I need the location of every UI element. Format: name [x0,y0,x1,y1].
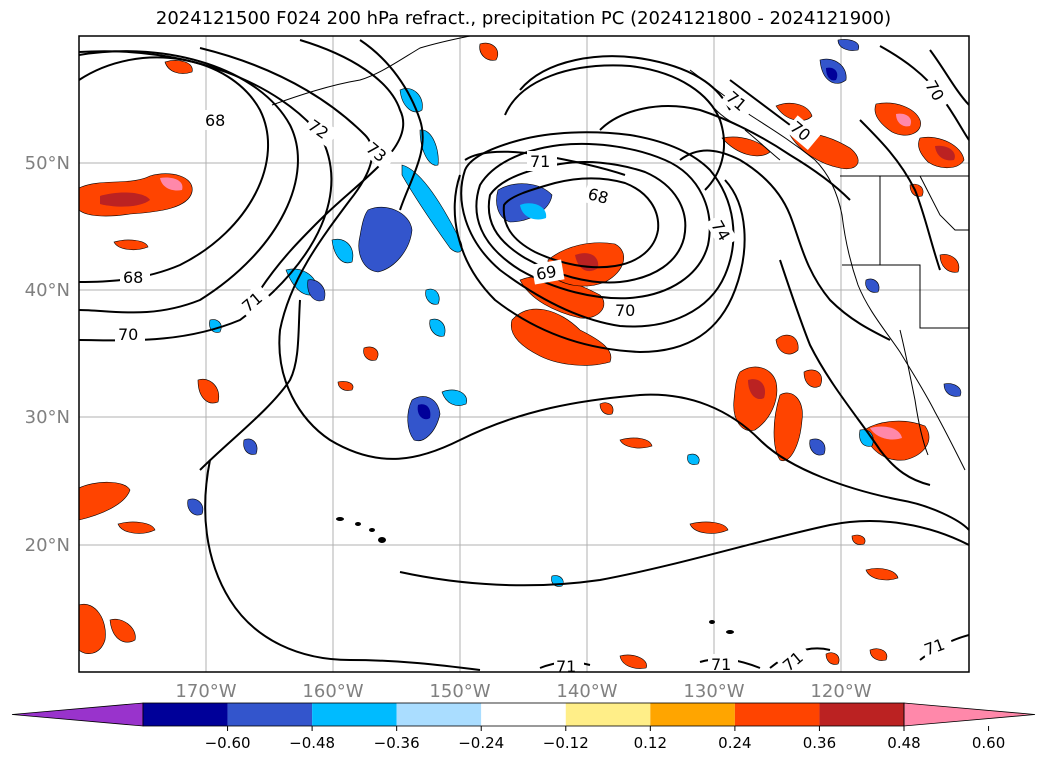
colorbar-segments [11,702,1036,727]
colorbar-tick-label: −0.60 [205,734,251,752]
map-panel: 68 72 73 71 68 69 70 74 71 70 70 68 70 [79,36,969,676]
colorbar-ticks: −0.60 −0.48 −0.36 −0.24 −0.12 0.12 0.24 0.36 0.4… [205,726,1005,752]
precip-negative-areas [187,39,962,587]
colorbar-tick-label: 0.48 [887,734,920,752]
lat-tick-label: 40°N [25,280,70,301]
contour-label: 68 [205,111,225,130]
colorbar-segment [143,703,228,726]
colorbar-segment [819,703,904,726]
lon-tick-label: 150°W [429,681,490,702]
map-frame [78,35,970,673]
contour-label: 71 [530,152,550,171]
colorbar-outline [142,702,905,727]
colorbar-segment [396,703,482,726]
lat-tick-label: 30°N [25,407,70,428]
colorbar-tick-label: −0.24 [458,734,504,752]
lon-tick-label: 160°W [302,681,363,702]
lon-tick-label: 170°W [175,681,236,702]
contour-label: 70 [615,301,635,320]
colorbar-tick-label: 0.12 [634,734,667,752]
colorbar-segment [565,703,651,726]
colorbar-extend-low [11,702,144,727]
lon-tick-label: 120°W [810,681,871,702]
colorbar-segment [312,703,397,726]
colorbar-tick-label: 0.24 [718,734,751,752]
colorbar-tick-label: 0.36 [803,734,836,752]
colorbar-segment [481,703,566,726]
lat-tick-labels: 50°N 40°N 30°N 20°N [25,153,70,556]
colorbar-tick-label: −0.48 [289,734,335,752]
colorbar-segment [734,703,820,726]
colorbar: −0.60 −0.48 −0.36 −0.24 −0.12 0.12 0.24 0.36 0.4… [11,702,1036,752]
colorbar-tick-label: −0.12 [543,734,589,752]
colorbar-tick-label: 0.60 [972,734,1005,752]
lat-tick-label: 20°N [25,535,70,556]
colorbar-segment [650,703,735,726]
map-title: 2024121500 F024 200 hPa refract., precip… [155,8,892,29]
contour-label: 70 [118,325,138,344]
colorbar-extend-high [903,702,1036,727]
contour-label: 68 [586,184,611,208]
lon-tick-label: 140°W [556,681,617,702]
contour-label-group: 68 72 73 71 68 69 70 74 71 70 70 68 70 [115,74,954,676]
lon-tick-label: 130°W [683,681,744,702]
colorbar-tick-label: −0.36 [374,734,420,752]
contour-label: 71 [711,655,731,674]
lon-tick-labels: 170°W 160°W 150°W 140°W 130°W 120°W [175,681,871,702]
contour-label: 68 [123,268,143,287]
lat-tick-label: 50°N [25,153,70,174]
contour-label: 69 [535,262,558,284]
colorbar-segment [227,703,313,726]
hawaiian-islands [336,517,734,634]
contour-label: 71 [556,657,576,676]
